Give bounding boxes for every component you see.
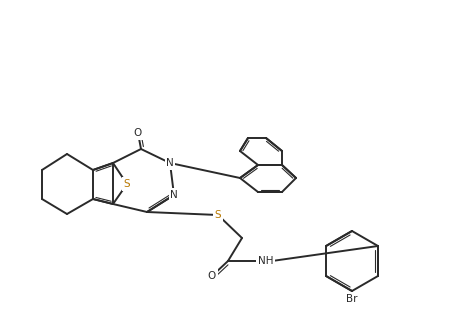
Text: NH: NH — [257, 256, 273, 266]
Text: O: O — [134, 128, 142, 138]
Text: S: S — [124, 179, 130, 189]
Text: O: O — [207, 271, 216, 281]
Text: Br: Br — [345, 294, 357, 304]
Text: N: N — [170, 190, 177, 200]
Text: S: S — [214, 210, 221, 220]
Text: N: N — [166, 158, 174, 168]
